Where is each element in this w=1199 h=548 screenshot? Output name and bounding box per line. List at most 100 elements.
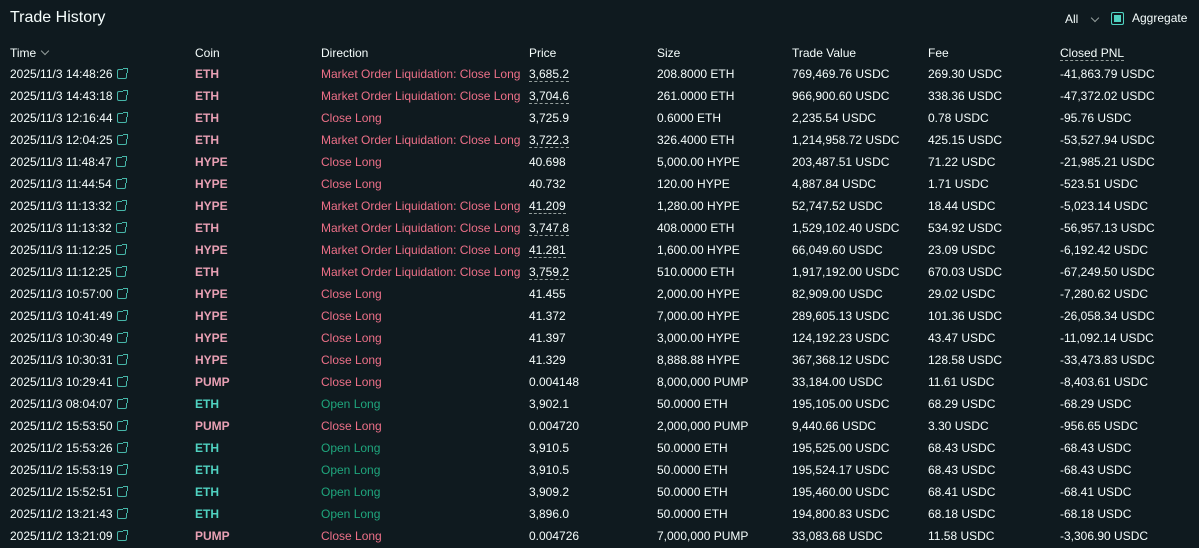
external-link-icon[interactable] <box>116 442 128 453</box>
external-link-icon[interactable] <box>116 68 128 79</box>
coin[interactable]: ETH <box>195 221 219 235</box>
coin[interactable]: HYPE <box>195 243 228 257</box>
column-header-time[interactable]: Time <box>10 46 50 62</box>
trade-time: 2025/11/3 10:30:49 <box>10 331 128 345</box>
coin[interactable]: ETH <box>195 485 219 499</box>
external-link-icon[interactable] <box>115 200 127 211</box>
external-link-icon[interactable] <box>116 332 128 343</box>
fee: 11.61 USDC <box>928 375 995 389</box>
price-value: 3,725.9 <box>529 111 570 125</box>
time-text: 2025/11/2 15:52:51 <box>10 485 113 499</box>
external-link-icon[interactable] <box>115 266 127 277</box>
price-value[interactable]: 3,704.6 <box>529 89 570 104</box>
fee: 68.41 USDC <box>928 485 996 499</box>
fee: 3.30 USDC <box>928 419 989 433</box>
table-row: 2025/11/3 11:13:32 ETH Market Order Liquid… <box>0 218 1199 240</box>
external-link-icon[interactable] <box>115 244 127 255</box>
external-link-icon[interactable] <box>116 420 128 431</box>
time-text: 2025/11/3 14:43:18 <box>10 89 113 103</box>
price-value: 41.397 <box>529 331 566 345</box>
coin[interactable]: PUMP <box>195 529 230 543</box>
coin[interactable]: ETH <box>195 89 219 103</box>
closed-pnl: -5,023.14 USDC <box>1060 199 1149 213</box>
fee: 338.36 USDC <box>928 89 1003 103</box>
coin[interactable]: HYPE <box>195 199 228 213</box>
price: 40.732 <box>529 177 566 191</box>
external-link-icon[interactable] <box>116 310 128 321</box>
external-link-icon[interactable] <box>115 178 127 189</box>
direction: Close Long <box>321 287 382 301</box>
external-link-icon[interactable] <box>116 112 128 123</box>
price-value[interactable]: 3,685.2 <box>529 67 570 82</box>
external-link-icon[interactable] <box>115 156 127 167</box>
coin[interactable]: HYPE <box>195 287 228 301</box>
closed-pnl: -68.29 USDC <box>1060 397 1132 411</box>
fee: 68.29 USDC <box>928 397 996 411</box>
coin[interactable]: ETH <box>195 397 219 411</box>
direction-filter-dropdown[interactable]: All <box>1065 12 1104 26</box>
coin[interactable]: PUMP <box>195 375 230 389</box>
aggregate-label: Aggregate <box>1132 11 1188 25</box>
price-value[interactable]: 41.281 <box>529 243 566 258</box>
price-value: 3,910.5 <box>529 441 570 455</box>
time-text: 2025/11/3 10:57:00 <box>10 287 113 301</box>
time-text: 2025/11/2 13:21:09 <box>10 529 113 543</box>
coin[interactable]: HYPE <box>195 309 228 323</box>
direction: Close Long <box>321 375 382 389</box>
trade-value: 66,049.60 USDC <box>792 243 883 257</box>
coin[interactable]: ETH <box>195 441 219 455</box>
coin[interactable]: PUMP <box>195 419 230 433</box>
trade-value: 966,900.60 USDC <box>792 89 890 103</box>
aggregate-checkbox[interactable] <box>1111 11 1124 25</box>
coin[interactable]: ETH <box>195 463 219 477</box>
external-link-icon[interactable] <box>116 134 128 145</box>
external-link-icon[interactable] <box>116 530 128 541</box>
external-link-icon[interactable] <box>116 376 128 387</box>
time-text: 2025/11/2 13:21:43 <box>10 507 113 521</box>
size: 510.0000 ETH <box>657 265 735 279</box>
price-value: 40.732 <box>529 177 566 191</box>
column-header-coin: Coin <box>195 46 220 60</box>
size: 8,888.88 HYPE <box>657 353 740 367</box>
chevron-down-icon <box>1091 13 1100 22</box>
fee: 18.44 USDC <box>928 199 996 213</box>
trade-value: 194,800.83 USDC <box>792 507 890 521</box>
table-row: 2025/11/3 11:12:25 ETH Market Order Liquid… <box>0 262 1199 284</box>
external-link-icon[interactable] <box>116 486 128 497</box>
size: 261.0000 ETH <box>657 89 735 103</box>
external-link-icon[interactable] <box>116 508 128 519</box>
trade-value: 1,529,102.40 USDC <box>792 221 900 235</box>
table-row: 2025/11/2 15:52:51 ETH Open Long 3,909.2 50.… <box>0 482 1199 504</box>
external-link-icon[interactable] <box>116 464 128 475</box>
coin[interactable]: ETH <box>195 67 219 81</box>
fee: 29.02 USDC <box>928 287 996 301</box>
trade-time: 2025/11/3 10:29:41 <box>10 375 128 389</box>
external-link-icon[interactable] <box>115 222 127 233</box>
external-link-icon[interactable] <box>116 288 128 299</box>
coin[interactable]: HYPE <box>195 331 228 345</box>
trade-value: 82,909.00 USDC <box>792 287 883 301</box>
external-link-icon[interactable] <box>116 398 128 409</box>
price-value[interactable]: 3,722.3 <box>529 133 570 148</box>
coin[interactable]: HYPE <box>195 155 228 169</box>
table-row: 2025/11/2 13:21:09 PUMP Close Long 0.004726… <box>0 526 1199 548</box>
coin[interactable]: ETH <box>195 111 219 125</box>
coin[interactable]: ETH <box>195 133 219 147</box>
price-value[interactable]: 3,747.8 <box>529 221 570 236</box>
page-title: Trade History <box>10 9 106 26</box>
coin[interactable]: ETH <box>195 265 219 279</box>
column-header-closed-pnl[interactable]: Closed PNL <box>1060 46 1125 62</box>
price-value: 3,909.2 <box>529 485 570 499</box>
time-text: 2025/11/2 15:53:19 <box>10 463 113 477</box>
price-value[interactable]: 3,759.2 <box>529 265 570 280</box>
coin[interactable]: HYPE <box>195 353 228 367</box>
coin[interactable]: ETH <box>195 507 219 521</box>
coin[interactable]: HYPE <box>195 177 228 191</box>
aggregate-toggle[interactable]: Aggregate <box>1111 11 1187 25</box>
price-value[interactable]: 41.209 <box>529 199 566 214</box>
direction: Market Order Liquidation: Close Long <box>321 265 521 279</box>
external-link-icon[interactable] <box>116 90 128 101</box>
column-header-size: Size <box>657 46 681 60</box>
external-link-icon[interactable] <box>116 354 128 365</box>
size: 8,000,000 PUMP <box>657 375 749 389</box>
